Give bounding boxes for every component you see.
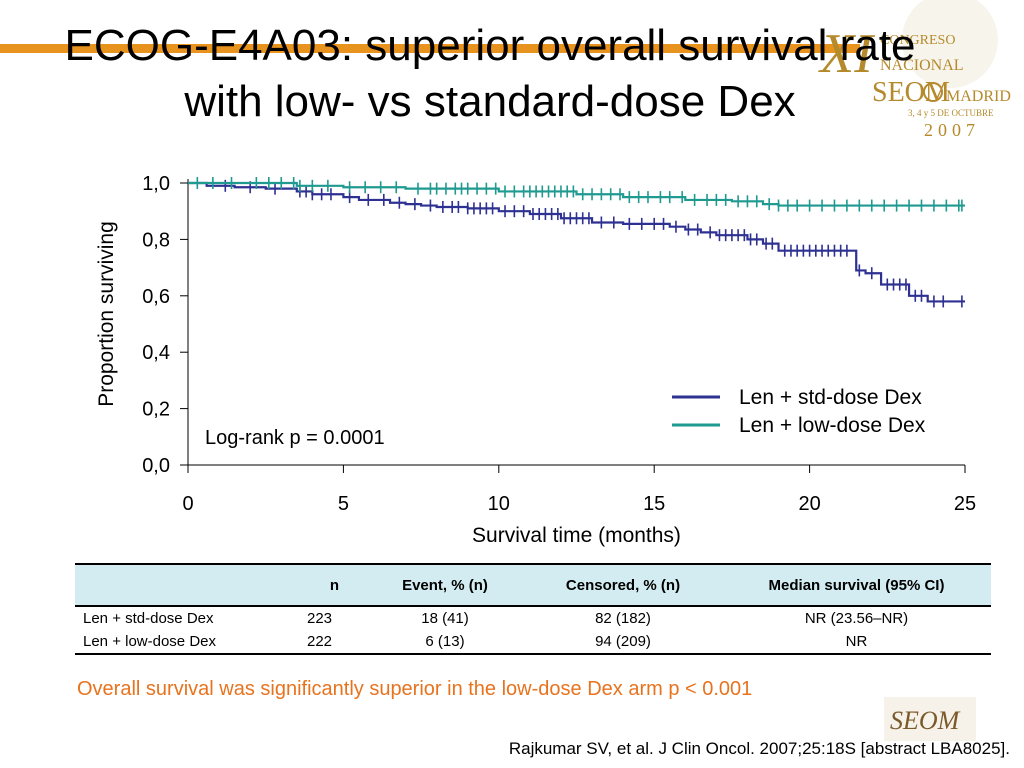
chart-labels: 0,0 0,2 0,4 0,6 0,8 1,0 0 5 10 15 20 25 Survival tim… <box>95 173 976 547</box>
x-tick-label: 15 <box>643 493 665 515</box>
slide-title-line2: with low- vs standard-dose Dex <box>184 77 796 126</box>
x-tick-label: 10 <box>488 493 510 515</box>
logo-org-right: MADRID <box>946 88 1011 105</box>
x-tick-label: 20 <box>798 493 820 515</box>
y-tick-label: 0,2 <box>142 399 170 421</box>
y-tick-label: 0,0 <box>142 455 170 477</box>
chart-series <box>188 177 965 308</box>
table-cell-median: NR <box>722 630 991 655</box>
x-tick-label: 0 <box>182 493 193 515</box>
seom-footer-logo-text: SEOM <box>890 706 961 735</box>
conclusion-text: Overall survival was significantly super… <box>77 678 753 700</box>
survival-curve <box>188 181 965 207</box>
citation-text: Rajkumar SV, et al. J Clin Oncol. 2007;2… <box>508 739 1010 758</box>
y-tick-label: 1,0 <box>142 173 170 195</box>
series-1 <box>188 177 965 212</box>
seom-footer-logo: SEOM <box>884 697 976 741</box>
table-row: Len + low-dose Dex 222 6 (13) 94 (209) N… <box>75 630 991 655</box>
congress-logo: XI CONGRESO NACIONAL SEOM MADRID 3, 4 y … <box>818 0 1011 140</box>
table-header-median: Median survival (95% CI) <box>722 563 991 607</box>
title-accent-rule <box>0 44 860 53</box>
table-cell-censored: 82 (182) <box>595 610 651 627</box>
x-tick-label: 5 <box>338 493 349 515</box>
table-row: Len + std-dose Dex 223 18 (41) 82 (182) … <box>75 606 991 630</box>
logo-numeral: XI <box>818 23 875 85</box>
survival-curve <box>188 181 965 303</box>
y-tick-label: 0,8 <box>142 229 170 251</box>
table-cell-arm: Len + std-dose Dex <box>83 610 214 627</box>
legend-label: Len + low-dose Dex <box>739 414 926 437</box>
y-tick-label: 0,6 <box>142 286 170 308</box>
logo-star-icon <box>923 82 943 102</box>
slide-title: ECOG-E4A03: superior overall survival ra… <box>20 18 960 130</box>
table-header-event: Event, % (n) <box>366 563 524 607</box>
legend-label: Len + std-dose Dex <box>739 386 922 409</box>
x-tick-label: 25 <box>954 493 976 515</box>
logo-year: 2007 <box>924 120 980 140</box>
x-axis-title: Survival time (months) <box>472 524 681 547</box>
results-table: n Event, % (n) Censored, % (n) Median su… <box>75 563 991 655</box>
table-cell-arm: Len + low-dose Dex <box>75 630 303 655</box>
table-header-arm <box>75 563 303 607</box>
survival-chart: 0,0 0,2 0,4 0,6 0,8 1,0 0 5 10 15 20 25 Survival tim… <box>95 173 976 547</box>
log-rank-annotation: Log-rank p = 0.0001 <box>205 427 385 449</box>
logo-dates: 3, 4 y 5 DE OCTUBRE <box>908 108 994 118</box>
chart-axes <box>180 179 966 473</box>
table-cell-n: 222 <box>303 630 366 655</box>
table-cell-n: 223 <box>307 610 333 627</box>
logo-org-left: SEOM <box>872 77 950 108</box>
slide-title-line1: ECOG-E4A03: superior overall survival ra… <box>64 21 916 70</box>
logo-congreso-line1: CONGRESO <box>880 33 955 48</box>
table-cell-censored: 94 (209) <box>524 630 722 655</box>
series-0 <box>188 179 965 308</box>
table-cell-median: NR (23.56–NR) <box>804 610 909 627</box>
table-header-n: n <box>303 563 366 607</box>
results-table-header-row: n Event, % (n) Censored, % (n) Median su… <box>75 563 991 607</box>
y-axis-title: Proportion surviving <box>95 221 118 407</box>
logo-congreso-line2: NACIONAL <box>880 57 964 74</box>
y-tick-label: 0,4 <box>142 342 170 364</box>
table-cell-event: 18 (41) <box>421 610 469 627</box>
table-header-censored: Censored, % (n) <box>524 563 722 607</box>
table-cell-event: 6 (13) <box>366 630 524 655</box>
